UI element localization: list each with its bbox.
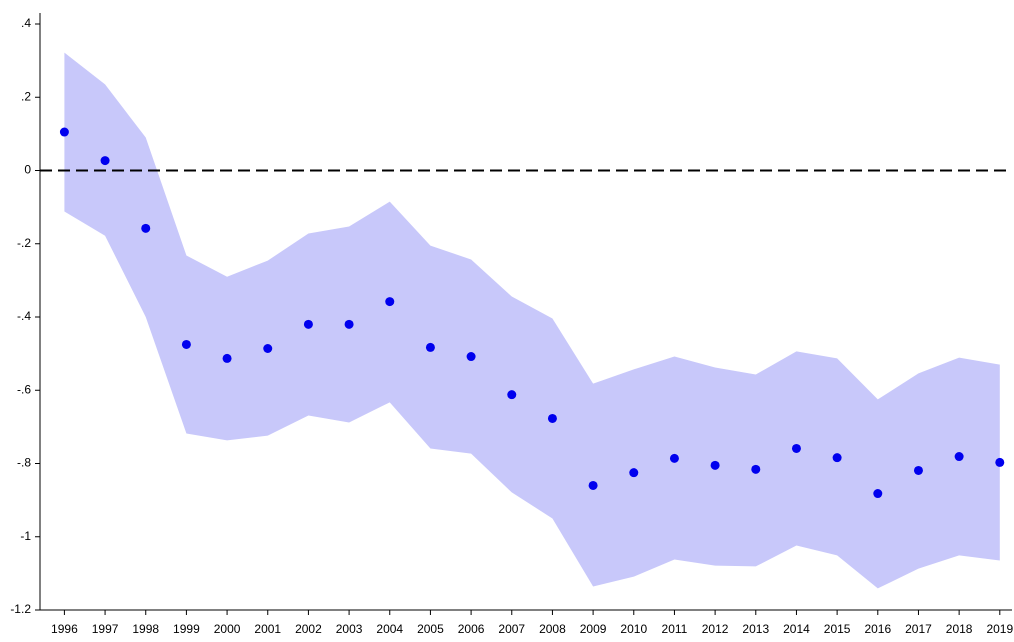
point	[385, 297, 395, 307]
x-tick-label: 2015	[824, 622, 851, 636]
point	[791, 443, 801, 453]
point	[547, 413, 557, 423]
y-tick-label: -.6	[17, 382, 31, 396]
x-tick-label: 2010	[620, 622, 647, 636]
x-tick-label: 2006	[458, 622, 485, 636]
x-tick-label: 2008	[539, 622, 566, 636]
y-tick-label: 0	[24, 163, 31, 177]
confidence-band	[64, 52, 1000, 589]
x-tick-label: 2012	[702, 622, 729, 636]
x-tick-label: 1998	[132, 622, 159, 636]
y-tick-label: .2	[21, 89, 31, 103]
point	[59, 127, 69, 137]
x-tick-label: 2003	[336, 622, 363, 636]
x-tick-label: 2013	[742, 622, 769, 636]
point	[303, 319, 313, 329]
point	[751, 464, 761, 474]
point	[669, 453, 679, 463]
x-tick-label: 2004	[376, 622, 403, 636]
point	[181, 339, 191, 349]
point	[100, 156, 110, 166]
point	[344, 319, 354, 329]
point	[954, 452, 964, 462]
x-tick-label: 2016	[864, 622, 891, 636]
point	[466, 352, 476, 362]
x-tick-label: 2007	[498, 622, 525, 636]
y-tick-label: -.2	[17, 236, 31, 250]
x-tick-label: 2017	[905, 622, 932, 636]
x-tick-label: 2002	[295, 622, 322, 636]
point	[507, 390, 517, 400]
y-tick-label: .4	[21, 16, 31, 30]
x-tick-label: 2019	[986, 622, 1013, 636]
point	[222, 353, 232, 363]
point	[873, 489, 883, 499]
y-tick-label: -1	[20, 529, 31, 543]
x-tick-label: 2001	[254, 622, 281, 636]
point	[629, 468, 639, 478]
x-tick-label: 1999	[173, 622, 200, 636]
x-tick-label: 2000	[214, 622, 241, 636]
point	[141, 223, 151, 233]
point	[588, 480, 598, 490]
point	[710, 460, 720, 470]
x-tick-label: 2014	[783, 622, 810, 636]
point	[913, 465, 923, 475]
y-tick-label: -.8	[17, 456, 31, 470]
y-tick-label: -1.2	[10, 602, 31, 616]
y-tick-label: -.4	[17, 309, 31, 323]
x-tick-label: 2011	[662, 622, 688, 636]
point	[263, 343, 273, 353]
x-tick-label: 2018	[946, 622, 973, 636]
point	[832, 453, 842, 463]
point	[425, 342, 435, 352]
x-tick-label: 2009	[580, 622, 607, 636]
point	[995, 457, 1005, 467]
x-tick-label: 1997	[92, 622, 119, 636]
x-tick-label: 1996	[51, 622, 78, 636]
x-tick-label: 2005	[417, 622, 444, 636]
